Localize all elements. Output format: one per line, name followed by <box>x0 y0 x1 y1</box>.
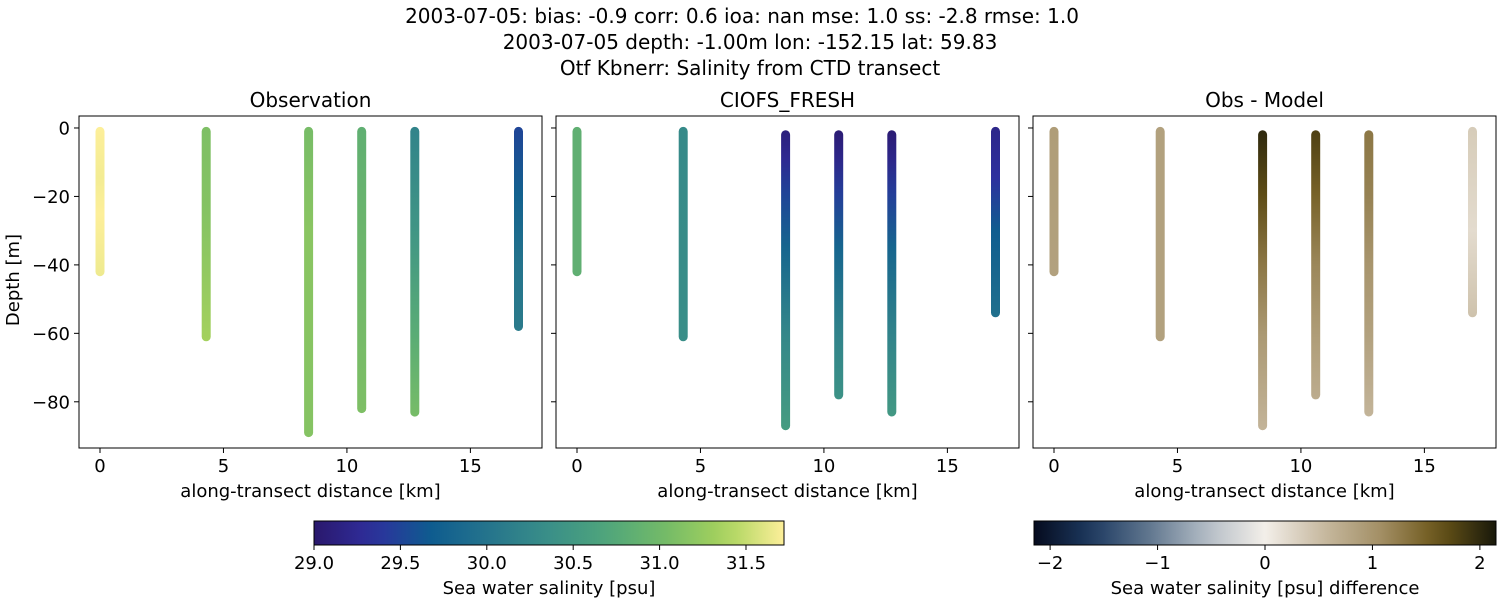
salinity-colorbar-gradient <box>313 520 785 546</box>
figure-title-line-3: Otf Kbnerr: Salinity from CTD transect <box>560 56 941 80</box>
observation-x-tick-label: 5 <box>218 456 229 477</box>
salinity-colorbar-tick-label: 29.0 <box>294 553 334 574</box>
observation-y-tick-label: 0 <box>59 118 70 139</box>
obs-minus-model-profile-6 <box>1468 126 1477 318</box>
ciofs-fresh-x-tick-label: 15 <box>936 456 959 477</box>
obs-minus-model-profile-4 <box>1311 130 1321 400</box>
difference-colorbar-gradient <box>1033 520 1497 546</box>
obs-minus-model-profile-3 <box>1258 130 1268 431</box>
observation-profile-2 <box>201 126 211 342</box>
observation-profile-5 <box>410 126 420 417</box>
observation-panel: Observation along-transect distance [km]… <box>3 88 543 502</box>
observation-profile-6 <box>514 126 523 332</box>
observation-y-tick-label: −40 <box>32 255 70 276</box>
ciofs-fresh-panel-title: CIOFS_FRESH <box>720 88 855 112</box>
difference-colorbar-tick-label: 0 <box>1259 553 1270 574</box>
observation-x-tick-label: 10 <box>335 456 358 477</box>
observation-panel-title: Observation <box>250 88 372 112</box>
difference-colorbar-tick-label: 2 <box>1474 553 1485 574</box>
observation-y-tick-label: −60 <box>32 324 70 345</box>
ciofs-fresh-x-tick-label: 0 <box>571 456 582 477</box>
salinity-colorbar-tick-label: 30.5 <box>553 553 593 574</box>
salinity-colorbar-tick-label: 30.0 <box>467 553 507 574</box>
obs-minus-model-profile-5 <box>1364 130 1374 417</box>
observation-profile-4 <box>357 126 367 414</box>
ciofs-fresh-x-tick-label: 5 <box>695 456 706 477</box>
difference-colorbar-tick-label: −1 <box>1144 553 1171 574</box>
difference-colorbar: Sea water salinity [psu] difference −2 −1… <box>1033 520 1497 599</box>
obs-minus-model-x-axis-label: along-transect distance [km] <box>1134 481 1394 502</box>
observation-y-axis-label: Depth [m] <box>3 234 24 326</box>
ciofs-fresh-profile-1 <box>572 126 582 277</box>
obs-minus-model-x-tick-label: 5 <box>1172 456 1183 477</box>
obs-minus-model-panel: Obs - Model along-transect distance [km]… <box>1028 88 1497 502</box>
observation-y-tick-label: −80 <box>32 392 70 413</box>
figure-title-line-2: 2003-07-05 depth: -1.00m lon: -152.15 la… <box>503 30 998 54</box>
obs-minus-model-axes-frame <box>1032 115 1497 449</box>
salinity-colorbar-tick-label: 31.0 <box>640 553 680 574</box>
difference-colorbar-tick-label: 1 <box>1367 553 1378 574</box>
ciofs-fresh-profile-2 <box>678 126 688 342</box>
salinity-colorbar-tick-label: 29.5 <box>380 553 420 574</box>
obs-minus-model-x-tick-label: 15 <box>1413 456 1436 477</box>
salinity-colorbar: Sea water salinity [psu] 29.0 29.5 30.0 30.… <box>294 520 785 599</box>
ciofs-fresh-axes-frame <box>555 115 1020 449</box>
ciofs-fresh-profile-5 <box>887 130 897 417</box>
obs-minus-model-profile-2 <box>1155 126 1165 342</box>
difference-colorbar-tick-label: −2 <box>1037 553 1064 574</box>
ciofs-fresh-profile-6 <box>991 126 1000 318</box>
ciofs-fresh-panel: CIOFS_FRESH along-transect distance [km]… <box>551 88 1020 502</box>
figure-title-line-1: 2003-07-05: bias: -0.9 corr: 0.6 ioa: na… <box>405 4 1079 28</box>
observation-axes-frame <box>78 115 543 449</box>
ciofs-fresh-x-axis-label: along-transect distance [km] <box>657 481 917 502</box>
observation-y-tick-label: −20 <box>32 187 70 208</box>
observation-profile-1 <box>95 126 105 277</box>
observation-x-axis-label: along-transect distance [km] <box>180 481 440 502</box>
ciofs-fresh-profile-3 <box>781 130 791 431</box>
difference-colorbar-label: Sea water salinity [psu] difference <box>1111 578 1420 599</box>
observation-profile-3 <box>304 126 314 438</box>
ciofs-fresh-x-tick-label: 10 <box>812 456 835 477</box>
observation-x-tick-label: 0 <box>94 456 105 477</box>
salinity-colorbar-label: Sea water salinity [psu] <box>443 578 656 599</box>
observation-x-tick-label: 15 <box>459 456 482 477</box>
obs-minus-model-profile-1 <box>1049 126 1059 277</box>
obs-minus-model-x-tick-label: 10 <box>1289 456 1312 477</box>
ciofs-fresh-profile-4 <box>834 130 844 400</box>
obs-minus-model-panel-title: Obs - Model <box>1205 88 1324 112</box>
salinity-colorbar-tick-label: 31.5 <box>726 553 766 574</box>
obs-minus-model-x-tick-label: 0 <box>1048 456 1059 477</box>
